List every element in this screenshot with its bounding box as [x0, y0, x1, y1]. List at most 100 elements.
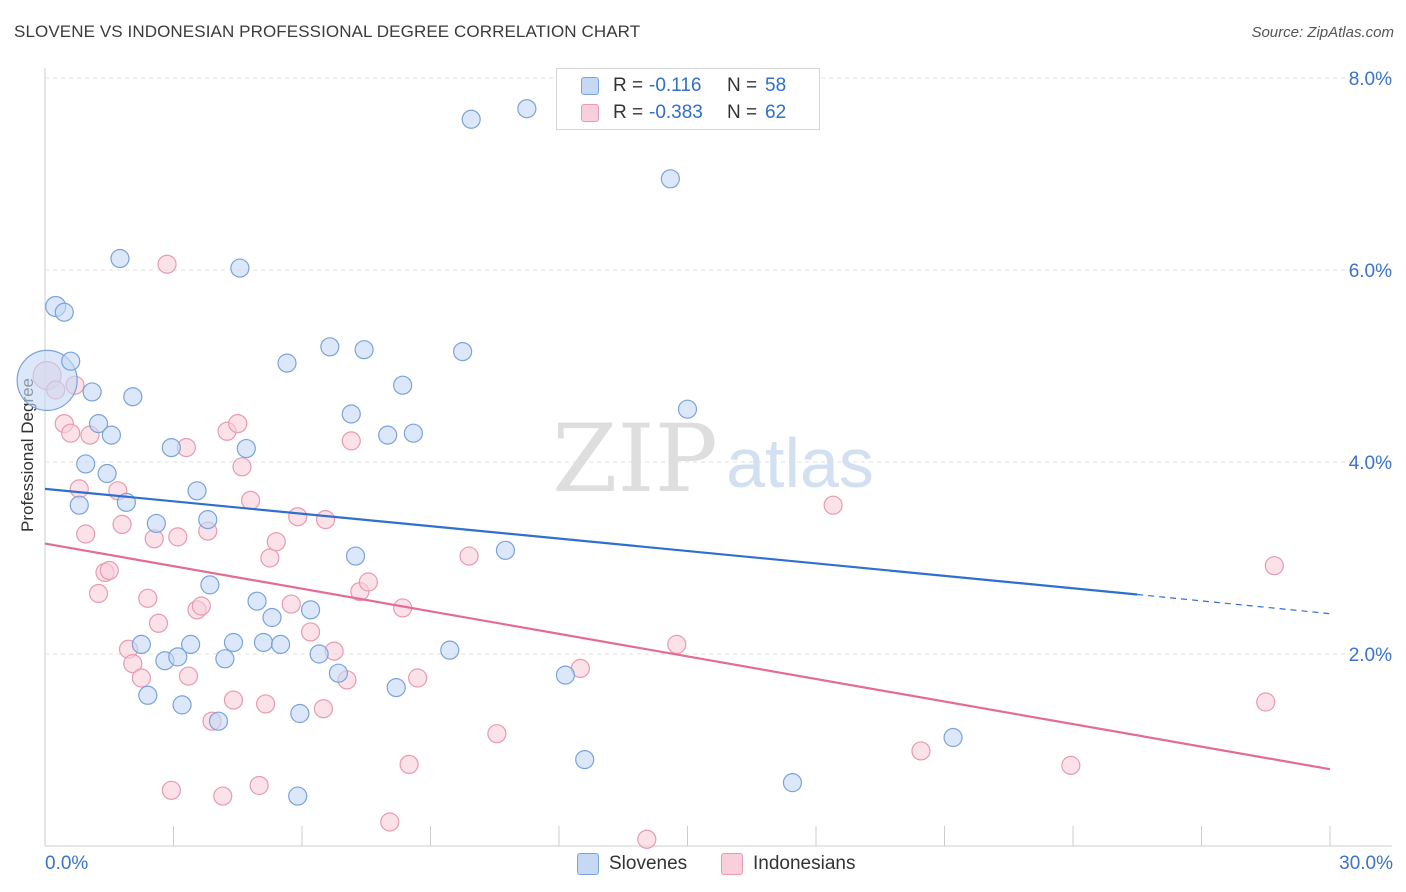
- series-legend-slovenes: Slovenes: [577, 852, 687, 876]
- slovene-point: [341, 404, 361, 424]
- slovene-point: [181, 634, 201, 655]
- slovene-point: [168, 647, 188, 667]
- n-label: N =: [727, 75, 758, 96]
- slovene-point: [300, 600, 321, 620]
- slovene-point: [345, 546, 366, 566]
- r-label: R =: [613, 102, 644, 123]
- slovene-point: [555, 665, 576, 685]
- slovene-point: [223, 632, 244, 653]
- indonesian-point: [88, 583, 109, 604]
- slovene-point: [97, 463, 117, 484]
- slovenes-trend-extension: [1137, 593, 1331, 615]
- indonesian-point: [249, 775, 269, 796]
- watermark-zip: ZIP: [552, 405, 718, 514]
- slovene-point: [247, 591, 267, 611]
- watermark-atlas: atlas: [726, 424, 874, 502]
- slovene-point: [230, 258, 250, 278]
- indonesian-point: [168, 527, 188, 547]
- legend-row-indonesians: R = -0.383 N = 62: [581, 101, 786, 125]
- slovene-point: [440, 640, 460, 660]
- r-value: -0.383: [649, 102, 703, 123]
- indonesian-point: [667, 634, 687, 655]
- trend-lines: [44, 487, 1331, 771]
- slovene-point: [172, 695, 192, 715]
- slovene-point: [943, 727, 963, 748]
- slovene-point: [262, 607, 282, 628]
- indonesian-point: [112, 514, 132, 535]
- indonesian-point: [341, 431, 361, 451]
- indonesian-point: [1264, 556, 1284, 576]
- slovene-point: [187, 481, 207, 501]
- slovenes-swatch: [581, 77, 599, 95]
- n-label: N =: [727, 102, 758, 123]
- slovene-point: [290, 703, 310, 724]
- indonesian-point: [637, 829, 657, 849]
- slovene-point: [61, 351, 81, 371]
- slovene-point: [270, 634, 291, 655]
- indonesians-swatch: [581, 104, 599, 122]
- indonesians-trend-line: [44, 542, 1331, 771]
- slovene-point: [517, 99, 537, 119]
- indonesian-point: [99, 560, 119, 581]
- slovene-point: [138, 685, 158, 705]
- slovene-point: [110, 248, 130, 269]
- indonesian-point: [178, 666, 199, 686]
- n-value: 62: [765, 102, 787, 123]
- indonesian-point: [358, 572, 378, 592]
- indonesian-point: [232, 457, 252, 477]
- slovene-point: [161, 438, 181, 458]
- indonesians-legend-swatch: [721, 853, 743, 875]
- indonesian-point: [281, 594, 301, 614]
- indonesian-point: [161, 780, 181, 800]
- slovene-point: [54, 302, 74, 322]
- slovenes-trend-line: [44, 487, 1138, 596]
- x-tick-label-min: 0.0%: [45, 853, 88, 874]
- slovene-point: [782, 773, 803, 793]
- slovene-point: [660, 169, 680, 189]
- indonesian-point: [255, 694, 276, 714]
- slovene-point: [101, 425, 121, 445]
- slovene-point: [386, 677, 406, 698]
- y-tick-label: 2.0%: [1349, 645, 1392, 666]
- indonesian-point: [266, 532, 286, 552]
- slovene-point: [200, 575, 220, 595]
- chart-title: SLOVENE VS INDONESIAN PROFESSIONAL DEGRE…: [14, 22, 641, 41]
- indonesian-point: [459, 546, 479, 566]
- slovene-point: [88, 414, 109, 434]
- slovene-point: [277, 353, 297, 373]
- indonesian-point: [76, 524, 96, 544]
- indonesian-point: [408, 668, 428, 688]
- slovene-point: [461, 109, 481, 129]
- slovene-point: [131, 634, 151, 655]
- tick-labels: 2.0% 4.0% 6.0% 8.0% 0.0% 30.0%: [45, 69, 1393, 874]
- y-tick-label: 6.0%: [1349, 261, 1392, 282]
- n-value: 58: [765, 75, 787, 96]
- indonesian-point: [1256, 692, 1276, 712]
- slovene-point: [82, 382, 102, 402]
- watermark: ZIP atlas: [552, 405, 874, 514]
- series-legend-indonesians: Indonesians: [721, 852, 855, 876]
- indonesian-point: [313, 699, 334, 719]
- slovene-point: [215, 649, 235, 669]
- indonesian-point: [228, 414, 248, 434]
- correlation-legend: R = -0.116 N = 58 R = -0.383 N = 62: [556, 68, 820, 130]
- indonesian-point: [288, 507, 308, 527]
- slovene-point: [76, 454, 96, 474]
- slovene-point: [146, 513, 166, 534]
- slovene-point: [354, 340, 374, 360]
- indonesian-point: [260, 548, 280, 568]
- slovene-point: [253, 632, 274, 653]
- indonesians-legend-label: Indonesians: [753, 853, 856, 874]
- slovene-point: [393, 375, 413, 395]
- slovenes-legend-label: Slovenes: [609, 853, 688, 874]
- r-value: -0.116: [649, 75, 702, 96]
- slovene-point: [69, 495, 89, 515]
- indonesian-point: [191, 596, 211, 616]
- slovene-point: [208, 711, 229, 731]
- indonesian-point: [241, 490, 261, 510]
- slovene-point: [320, 337, 340, 357]
- slovene-point: [575, 749, 595, 770]
- y-tick-label: 8.0%: [1349, 69, 1392, 90]
- slovene-point: [288, 786, 308, 806]
- indonesian-point: [131, 668, 151, 688]
